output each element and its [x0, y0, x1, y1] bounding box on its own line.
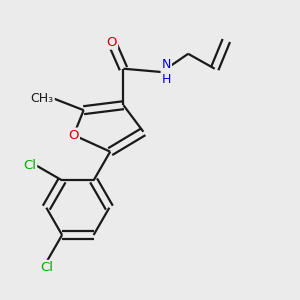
Text: Cl: Cl: [40, 261, 54, 274]
Text: Cl: Cl: [23, 159, 36, 172]
Text: O: O: [106, 36, 117, 49]
Text: N
H: N H: [162, 58, 171, 86]
Text: CH₃: CH₃: [31, 92, 54, 105]
Text: O: O: [68, 129, 79, 142]
